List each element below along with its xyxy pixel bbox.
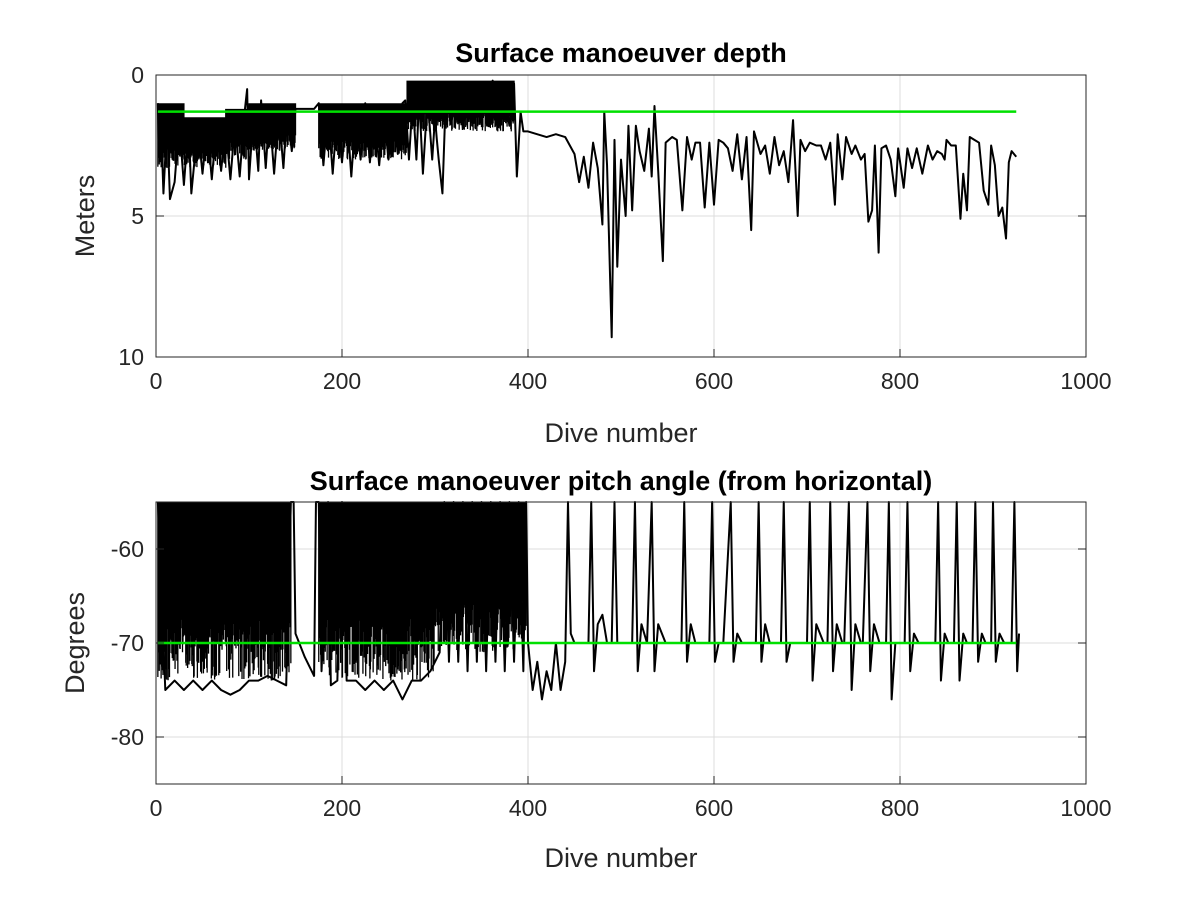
chart-2-xlabel: Dive number (544, 843, 697, 873)
chart-1-ylabel: Meters (70, 175, 100, 258)
chart-1-title: Surface manoeuver depth (455, 38, 787, 68)
chart-2-ytick-label: -60 (111, 536, 144, 562)
chart-2-xtick-label: 200 (323, 795, 361, 821)
chart-2-ytick-label: -80 (111, 724, 144, 750)
chart-1-xtick-label: 200 (323, 368, 361, 394)
chart-2-ylabel: Degrees (60, 592, 90, 694)
chart-1-xtick-label: 600 (695, 368, 733, 394)
chart-2-xtick-label: 600 (695, 795, 733, 821)
chart-2-ytick-label: -70 (111, 630, 144, 656)
chart-1-series-1-line (156, 79, 1018, 339)
chart-1-ytick-label: 5 (131, 203, 144, 229)
chart-2-title: Surface manoeuver pitch angle (from hori… (310, 466, 933, 496)
chart-2-plot-area (156, 501, 1021, 701)
chart-1: Surface manoeuver depth 0 200 400 600 800 100… (70, 38, 1112, 448)
chart-1-xtick-label: 1000 (1060, 368, 1111, 394)
chart-2-ticks: 0 200 400 600 800 1000 -80 -70 -60 (111, 536, 1112, 821)
chart-2-series-1-dense-band (318, 502, 436, 681)
chart-1-xtick-label: 0 (150, 368, 163, 394)
chart-2-xtick-label: 0 (150, 795, 163, 821)
chart-2-xtick-label: 800 (881, 795, 919, 821)
chart-1-ytick-label: 10 (118, 344, 144, 370)
chart-2-series-1-dense-band (157, 502, 292, 681)
chart-1-xtick-label: 400 (509, 368, 547, 394)
chart-2-xtick-label: 1000 (1060, 795, 1111, 821)
chart-2: Surface manoeuver pitch angle (from hori… (60, 466, 1112, 873)
chart-1-plot-area (156, 79, 1018, 339)
chart-2-xtick-label: 400 (509, 795, 547, 821)
chart-1-ytick-label: 0 (131, 62, 144, 88)
chart-2-series-1-line (156, 501, 1021, 701)
chart-1-ticks: 0 200 400 600 800 1000 0 5 10 (118, 62, 1111, 394)
chart-1-xtick-label: 800 (881, 368, 919, 394)
chart-1-xlabel: Dive number (544, 418, 697, 448)
